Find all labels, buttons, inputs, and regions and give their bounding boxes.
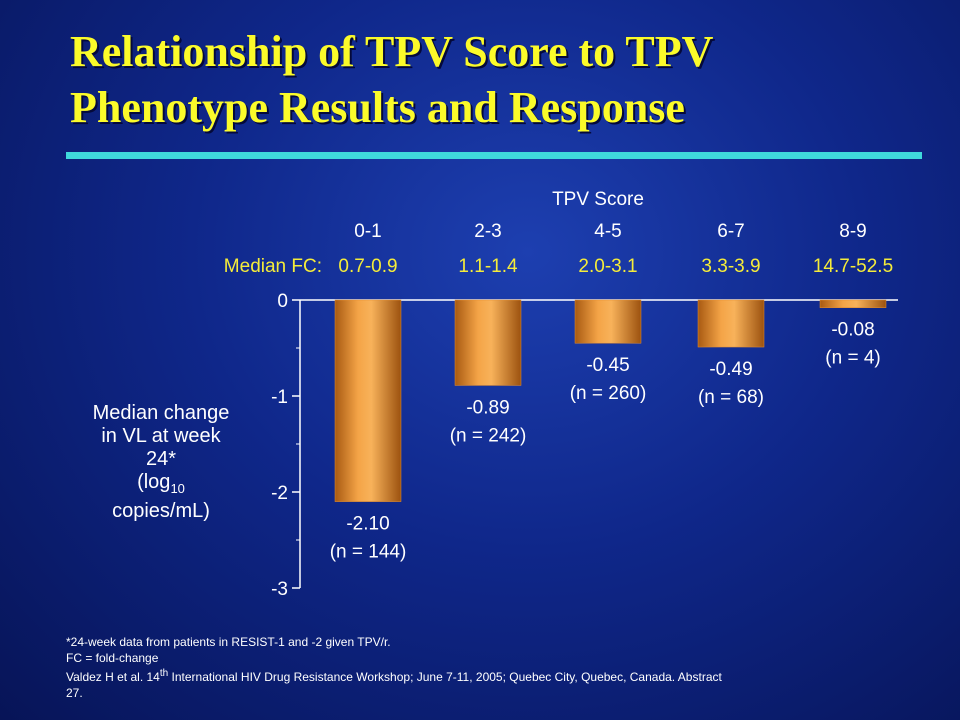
bar xyxy=(697,299,765,348)
y-axis-label-line-1: Median change xyxy=(92,402,230,424)
y-axis-label: Median change in VL at week 24* (log10 c… xyxy=(66,402,256,523)
bar xyxy=(574,299,642,344)
y-tick-label: 0 xyxy=(277,291,288,312)
y-tick-label: -1 xyxy=(271,387,288,408)
footnote-line-4: 27. xyxy=(66,686,83,700)
category-label: 2-3 xyxy=(474,221,501,242)
y-tick-label: -3 xyxy=(271,579,288,600)
footnote-line-1: *24-week data from patients in RESIST-1 … xyxy=(66,635,391,649)
title-line-2: Phenotype Results and Response xyxy=(70,83,685,132)
bar-n-label: (n = 144) xyxy=(330,542,407,563)
y-axis-label-line-4: (log10 xyxy=(137,471,185,496)
bar-value-label: -0.45 xyxy=(586,355,629,376)
median-fc-label: Median FC: xyxy=(224,256,322,277)
title-divider xyxy=(66,152,922,159)
slide-title: Relationship of TPV Score to TPV Phenoty… xyxy=(70,24,930,136)
median-fc-value: 1.1-1.4 xyxy=(458,256,518,277)
bar xyxy=(454,299,522,386)
median-fc-value: 14.7-52.5 xyxy=(813,256,893,277)
median-fc-value: 0.7-0.9 xyxy=(338,256,397,277)
bar-value-label: -0.08 xyxy=(831,320,874,341)
title-line-1: Relationship of TPV Score to TPV xyxy=(70,27,714,76)
footnotes: *24-week data from patients in RESIST-1 … xyxy=(66,634,946,701)
category-label: 8-9 xyxy=(839,221,866,242)
median-fc-value: 2.0-3.1 xyxy=(578,256,637,277)
bar-value-label: -0.89 xyxy=(466,397,509,418)
median-fc-value: 3.3-3.9 xyxy=(701,256,760,277)
chart-header: TPV Score xyxy=(552,189,644,210)
y-axis-label-line-2: in VL at week xyxy=(101,425,221,447)
bar-n-label: (n = 260) xyxy=(570,383,647,404)
footnote-line-2: FC = fold-change xyxy=(66,651,159,665)
footnote-line-3: Valdez H et al. 14th International HIV D… xyxy=(66,668,722,684)
y-axis-label-line-3: 24* xyxy=(145,448,177,470)
category-label: 0-1 xyxy=(354,221,381,242)
bar-n-label: (n = 4) xyxy=(825,348,880,369)
category-label: 6-7 xyxy=(717,221,744,242)
y-axis-label-line-5: copies/mL) xyxy=(112,500,210,522)
bar-n-label: (n = 68) xyxy=(698,387,764,408)
bar-n-label: (n = 242) xyxy=(450,425,527,446)
category-label: 4-5 xyxy=(594,221,621,242)
bar-value-label: -2.10 xyxy=(346,514,389,535)
y-tick-label: -2 xyxy=(271,483,288,504)
bar xyxy=(819,299,887,308)
bar-value-label: -0.49 xyxy=(709,359,752,380)
bar xyxy=(334,299,402,502)
